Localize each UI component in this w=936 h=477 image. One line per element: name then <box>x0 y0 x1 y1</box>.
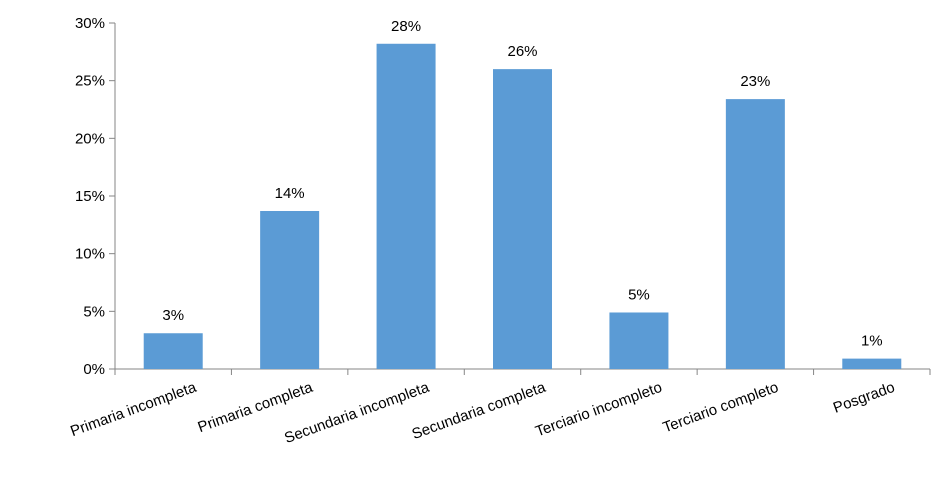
bars <box>143 43 902 370</box>
data-label: 28% <box>391 18 421 35</box>
data-label: 3% <box>162 307 184 324</box>
y-tick-label: 5% <box>83 303 105 320</box>
category-label: Terciario incompleto <box>533 379 664 441</box>
data-label: 1% <box>861 333 883 350</box>
y-tick-label: 15% <box>75 188 105 205</box>
bar <box>725 99 785 370</box>
y-tick-label: 30% <box>75 15 105 32</box>
data-labels: 3% 14% 28% 26% 5% 23% 1% <box>162 18 882 350</box>
bar <box>842 358 902 369</box>
data-label: 5% <box>628 286 650 303</box>
y-tick-label: 0% <box>83 361 105 378</box>
bar <box>143 333 203 369</box>
y-tick-label: 25% <box>75 73 105 90</box>
data-label: 23% <box>740 73 770 90</box>
bar <box>493 69 552 369</box>
bar <box>260 210 320 369</box>
y-tick-label: 10% <box>75 246 105 263</box>
bar <box>609 312 669 369</box>
x-axis <box>114 368 931 375</box>
bar <box>376 43 436 369</box>
category-label: Posgrado <box>831 379 897 417</box>
category-label: Terciario completo <box>661 379 781 437</box>
y-axis: 0% 5% 10% 15% 20% 25% 30% <box>75 15 116 378</box>
data-label: 26% <box>507 43 537 60</box>
data-label: 14% <box>275 185 305 202</box>
category-label: Secundaria completa <box>410 379 549 443</box>
y-tick-label: 20% <box>75 130 105 147</box>
category-label: Primaria incompleta <box>68 379 199 441</box>
